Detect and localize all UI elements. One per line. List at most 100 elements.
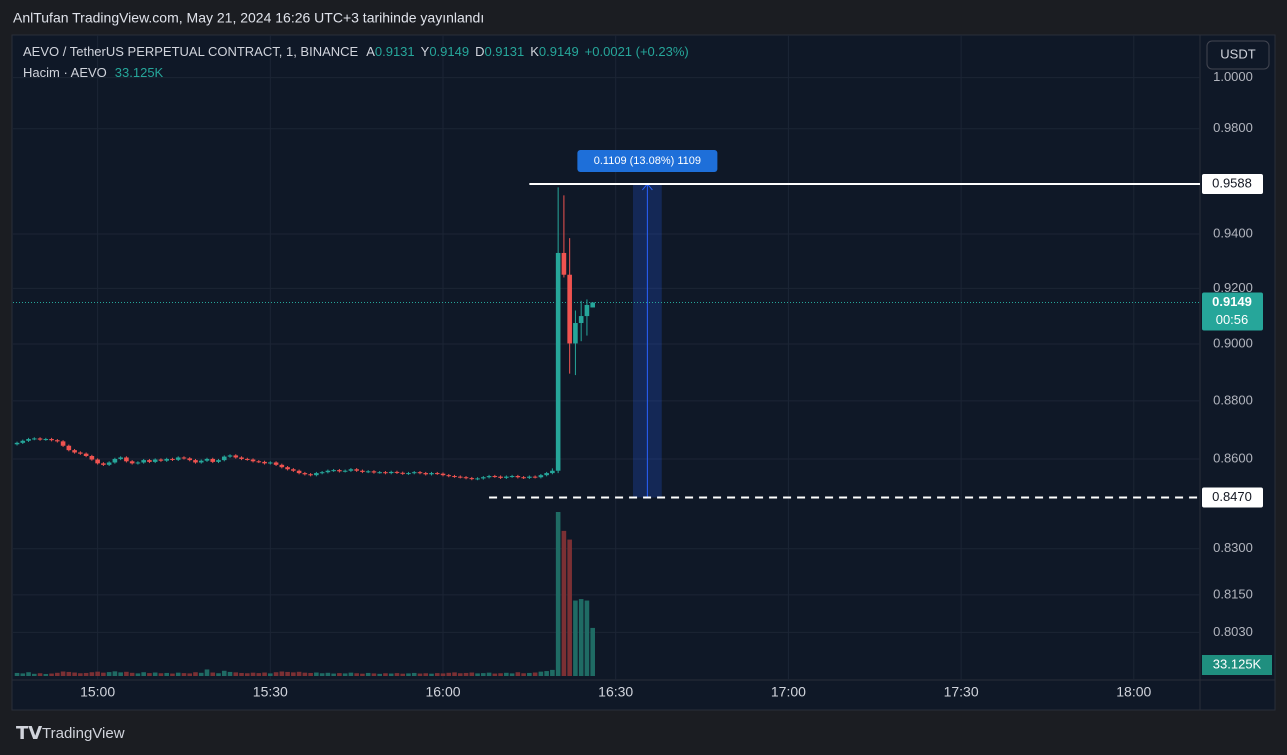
candle-body: [83, 453, 89, 457]
volume-bar: [31, 673, 37, 676]
candle-body: [227, 455, 233, 457]
candle-body: [423, 473, 429, 475]
volume-bar: [262, 672, 267, 676]
volume-bar: [296, 671, 302, 676]
candle-body: [66, 445, 72, 451]
candle-body: [400, 472, 406, 474]
y-tick-label: 0.9400: [1213, 225, 1253, 240]
volume-bar: [498, 673, 503, 676]
candle-body: [457, 476, 463, 478]
candle-body: [89, 456, 95, 460]
candle-body: [342, 470, 348, 472]
candle-body: [233, 455, 239, 458]
candle-body: [360, 470, 365, 472]
candle-body: [550, 470, 555, 474]
candle-body: [164, 458, 169, 461]
volume-bar: [527, 672, 532, 676]
volume-bar: [198, 672, 204, 676]
candle-body: [43, 439, 49, 441]
candle-body: [446, 475, 452, 477]
volume-bar: [268, 673, 273, 676]
volume-bar: [302, 672, 308, 676]
legend-ohlc-value: 0.9149: [539, 44, 579, 59]
candle-body: [492, 476, 498, 478]
volume-bar: [147, 673, 152, 676]
candle-body: [129, 461, 135, 464]
candle-body: [319, 472, 325, 474]
volume-bar: [538, 671, 544, 676]
volume-bar: [486, 672, 492, 676]
candle-body: [377, 472, 382, 474]
candle-body: [262, 461, 267, 464]
candle-body: [348, 469, 354, 471]
price-badge-label: 0.9588: [1212, 175, 1252, 190]
candle-body: [112, 458, 118, 463]
measure-label: 0.1109 (13.08%) 1109: [594, 155, 701, 167]
volume-bar: [388, 673, 394, 676]
currency-button[interactable]: [1206, 40, 1270, 70]
y-tick-label: 0.8030: [1213, 624, 1253, 639]
last-price-label: 0.9149: [1212, 294, 1252, 309]
volume-bar: [112, 671, 118, 676]
candle-body: [239, 457, 244, 459]
legend-ohlc-name: K: [530, 44, 539, 59]
volume-bar: [26, 672, 31, 676]
volume-bar: [325, 672, 331, 676]
candle-body: [481, 477, 486, 479]
x-tick-label: 17:00: [771, 684, 806, 700]
candle-body: [532, 476, 538, 478]
chart-title: AnlTufan TradingView.com, May 21, 2024 1…: [13, 10, 484, 26]
volume-bar: [273, 672, 279, 676]
candle-body: [118, 457, 123, 459]
candle-body: [308, 474, 313, 476]
y-tick-label: 0.9800: [1213, 120, 1253, 135]
volume-bar: [423, 673, 429, 676]
brand-logo: 𝗧𝗩: [16, 723, 42, 743]
candle-body: [452, 476, 457, 478]
volume-bar: [106, 672, 112, 676]
y-tick-label: 1.0000: [1213, 69, 1253, 84]
measure-label-box: [577, 149, 718, 172]
volume-bar: [170, 673, 175, 676]
candle-body: [394, 471, 400, 473]
volume-bar: [394, 673, 400, 676]
volume-bar: [532, 672, 538, 676]
candle-body: [584, 304, 590, 317]
candle-body: [354, 469, 359, 471]
candle-body: [434, 473, 440, 475]
x-tick-label: 16:30: [598, 684, 633, 700]
volume-bar: [331, 673, 336, 676]
volume-bar: [279, 671, 285, 676]
volume-bar: [204, 669, 210, 676]
candle-body: [411, 472, 417, 474]
candle-body: [26, 439, 31, 441]
volume-bar: [20, 673, 26, 676]
volume-bar: [101, 672, 106, 676]
volume-bar: [256, 673, 262, 676]
volume-bar: [584, 600, 590, 676]
candle-body: [135, 462, 141, 464]
volume-bar: [129, 672, 135, 676]
currency-label[interactable]: USDT: [1220, 46, 1255, 61]
candle-body: [193, 460, 198, 463]
volume-bar: [521, 673, 526, 676]
candle-body: [383, 472, 388, 474]
candle-body: [72, 450, 77, 453]
x-tick-label: 18:00: [1116, 684, 1151, 700]
brand-name: TradingView: [42, 725, 125, 742]
price-badge-label: 0.8470: [1212, 489, 1252, 504]
volume-bar: [72, 672, 77, 676]
countdown-label: 00:56: [1216, 312, 1249, 327]
candle-body: [78, 452, 83, 454]
candle-body: [417, 472, 423, 474]
volume-bar: [285, 671, 290, 676]
volume-legend: Hacim · AEVO 33.125K: [23, 65, 164, 80]
volume-badge: [1202, 655, 1272, 675]
volume-bar: [89, 672, 95, 676]
volume-bar: [509, 673, 515, 676]
volume-bar: [175, 672, 181, 676]
volume-bar: [319, 673, 325, 676]
candle-body: [124, 457, 129, 462]
volume-bar: [49, 673, 54, 676]
volume-bar: [371, 673, 377, 676]
